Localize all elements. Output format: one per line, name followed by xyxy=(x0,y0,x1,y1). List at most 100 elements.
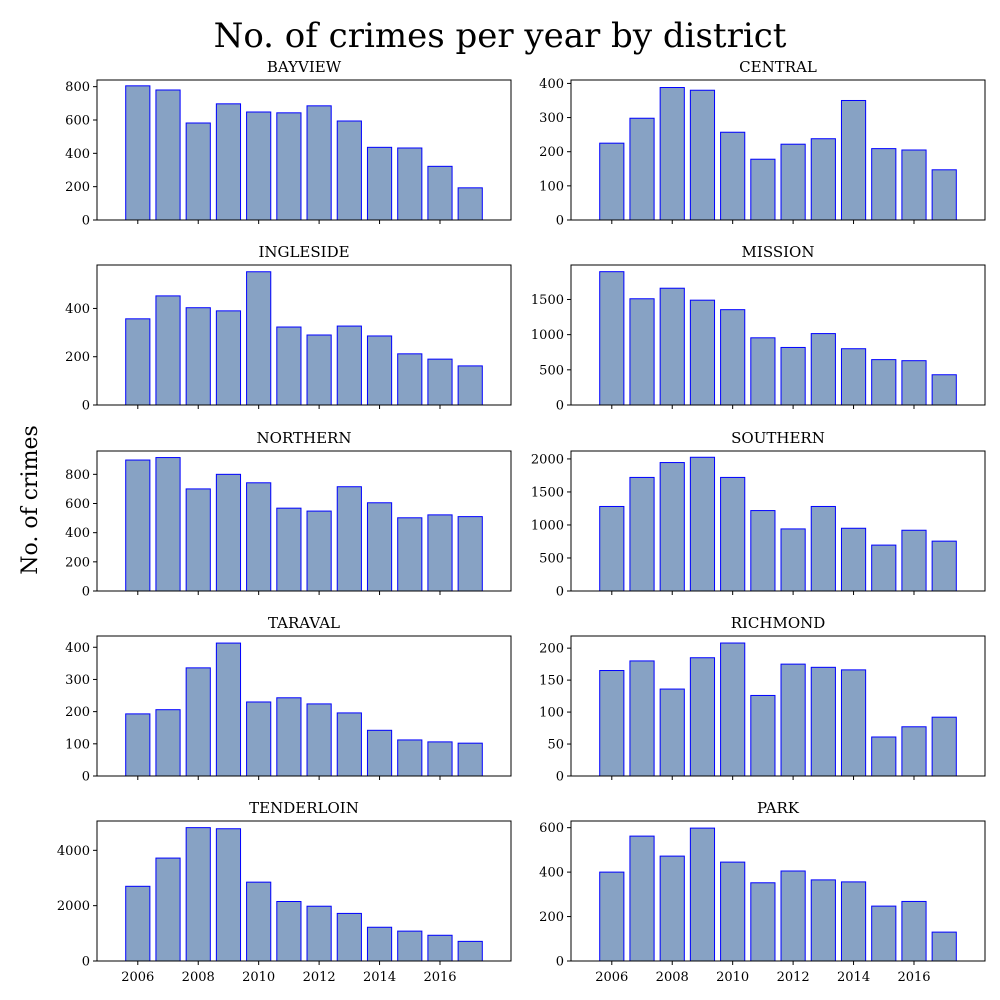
bar-bayview-2007 xyxy=(155,89,181,221)
y-tick-label: 600 xyxy=(539,821,564,836)
bar-southern-2011 xyxy=(750,510,776,592)
bar-central-2011 xyxy=(750,158,776,221)
bar-central-2017 xyxy=(931,169,957,221)
x-tick-label: 2008 xyxy=(656,970,689,985)
bar-northern-2012 xyxy=(306,510,332,592)
subplot-title: SOUTHERN xyxy=(731,429,825,447)
y-tick-label: 200 xyxy=(65,350,90,365)
bar-park-2015 xyxy=(871,905,897,962)
bar-northern-2011 xyxy=(276,507,302,592)
bar-mission-2013 xyxy=(810,333,836,406)
axes-frame xyxy=(96,79,512,221)
y-tick-label: 2000 xyxy=(531,452,564,467)
bar-tenderloin-2016 xyxy=(427,934,453,962)
bar-ingleside-2008 xyxy=(185,307,211,406)
bar-northern-2006 xyxy=(125,459,151,592)
bar-taraval-2014 xyxy=(366,729,393,777)
bar-central-2015 xyxy=(871,148,897,221)
bar-ingleside-2016 xyxy=(427,358,453,406)
bar-park-2012 xyxy=(780,870,806,962)
bar-taraval-2008 xyxy=(185,667,211,777)
y-tick-label: 4000 xyxy=(57,844,90,859)
bar-bayview-2014 xyxy=(366,146,393,221)
bar-bayview-2011 xyxy=(276,112,302,221)
bar-richmond-2017 xyxy=(931,716,957,777)
bar-taraval-2010 xyxy=(246,701,272,777)
bar-taraval-2013 xyxy=(336,712,362,777)
y-tick-label: 100 xyxy=(539,179,564,194)
bar-southern-2017 xyxy=(931,540,957,592)
figure-y-axis-label: No. of crimes xyxy=(18,425,43,575)
subplot-mission: MISSION 0 500 1000 1500 xyxy=(531,243,986,414)
y-tick-label: 0 xyxy=(82,585,90,600)
bar-central-2012 xyxy=(780,143,806,221)
bar-park-2013 xyxy=(810,879,836,962)
bar-mission-2016 xyxy=(901,360,927,406)
subplot-title: TARAVAL xyxy=(268,614,340,632)
subplot-park: PARK 0 200 400 600 2006 2008 2010 2012 2014 2016 xyxy=(539,799,986,985)
bar-richmond-2006 xyxy=(599,670,625,777)
bar-taraval-2006 xyxy=(125,713,151,777)
subplots-grid: BAYVIEW 0 200 400 600 800 CENTRAL 0 100 200 300 400… xyxy=(57,58,986,985)
bar-northern-2017 xyxy=(457,516,483,592)
x-tick-label: 2006 xyxy=(595,970,628,985)
bar-ingleside-2006 xyxy=(125,318,151,406)
axes-frame xyxy=(96,635,512,777)
y-tick-label: 0 xyxy=(82,770,90,785)
y-tick-label: 200 xyxy=(539,910,564,925)
x-tick-label: 2010 xyxy=(242,970,275,985)
axes-frame xyxy=(570,450,986,592)
subplot-southern: SOUTHERN 0 500 1000 1500 2000 xyxy=(531,429,986,600)
bar-central-2013 xyxy=(810,138,836,221)
bar-bayview-2008 xyxy=(185,122,211,221)
subplot-title: PARK xyxy=(757,799,800,817)
bar-richmond-2015 xyxy=(871,736,897,777)
bar-richmond-2009 xyxy=(689,657,716,777)
subplot-ingleside: INGLESIDE 0 200 400 xyxy=(65,243,512,414)
y-tick-label: 200 xyxy=(539,642,564,657)
y-tick-label: 500 xyxy=(539,363,564,378)
bar-richmond-2016 xyxy=(901,726,927,777)
x-tick-label: 2014 xyxy=(363,970,396,985)
bar-ingleside-2017 xyxy=(457,365,483,406)
y-tick-label: 1500 xyxy=(531,293,564,308)
subplot-title: INGLESIDE xyxy=(258,243,349,261)
bar-taraval-2007 xyxy=(155,709,181,777)
bar-southern-2010 xyxy=(720,476,746,592)
bar-tenderloin-2012 xyxy=(306,905,332,962)
bar-bayview-2010 xyxy=(246,111,272,221)
bar-northern-2014 xyxy=(366,502,393,592)
bar-northern-2010 xyxy=(246,482,272,592)
bar-mission-2010 xyxy=(720,309,746,406)
bar-mission-2015 xyxy=(871,359,897,406)
bar-bayview-2015 xyxy=(397,147,423,221)
axes-frame xyxy=(570,820,986,962)
subplot-title: RICHMOND xyxy=(731,614,826,632)
bar-mission-2011 xyxy=(750,337,776,406)
bar-taraval-2016 xyxy=(427,741,453,777)
y-tick-label: 300 xyxy=(539,111,564,126)
subplot-title: TENDERLOIN xyxy=(249,799,359,817)
bar-ingleside-2014 xyxy=(366,335,393,406)
x-tick-label: 2008 xyxy=(182,970,215,985)
bar-park-2006 xyxy=(599,871,625,962)
bar-richmond-2008 xyxy=(659,688,685,777)
y-tick-label: 0 xyxy=(82,399,90,414)
bar-tenderloin-2007 xyxy=(155,857,181,962)
bar-southern-2015 xyxy=(871,544,897,592)
y-tick-label: 200 xyxy=(65,555,90,570)
bar-mission-2007 xyxy=(629,298,655,406)
x-tick-label: 2012 xyxy=(777,970,810,985)
bar-southern-2016 xyxy=(901,529,927,592)
x-tick-label: 2016 xyxy=(423,970,456,985)
bar-southern-2008 xyxy=(659,462,685,592)
bar-central-2009 xyxy=(689,89,716,221)
bar-richmond-2007 xyxy=(629,660,655,777)
bar-mission-2008 xyxy=(659,287,685,406)
bar-bayview-2009 xyxy=(215,103,242,221)
bar-ingleside-2015 xyxy=(397,353,423,406)
bar-richmond-2013 xyxy=(810,666,836,777)
y-tick-label: 150 xyxy=(539,674,564,689)
y-tick-label: 300 xyxy=(65,673,90,688)
axes-frame xyxy=(96,450,512,592)
